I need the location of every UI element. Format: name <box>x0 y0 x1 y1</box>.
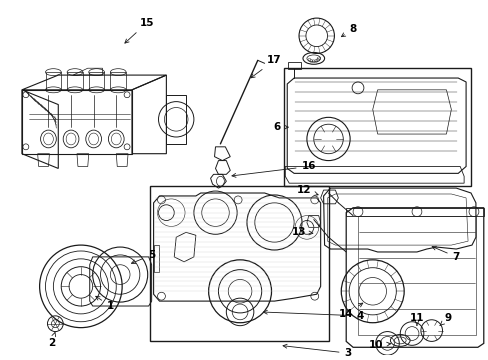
Text: 9: 9 <box>439 313 451 325</box>
Text: 7: 7 <box>431 246 459 262</box>
Text: 14: 14 <box>338 303 362 319</box>
Text: 1: 1 <box>96 296 114 311</box>
Text: 2: 2 <box>48 332 56 348</box>
Bar <box>284 68 470 186</box>
Text: 17: 17 <box>250 55 281 78</box>
Text: 6: 6 <box>273 122 288 132</box>
Text: 5: 5 <box>131 250 155 264</box>
Text: 13: 13 <box>291 227 312 237</box>
Text: 16: 16 <box>231 162 315 177</box>
Text: 8: 8 <box>341 24 356 37</box>
Text: 15: 15 <box>124 18 154 43</box>
Bar <box>149 186 328 341</box>
Text: 12: 12 <box>296 185 318 195</box>
Text: 4: 4 <box>263 310 363 321</box>
Text: 10: 10 <box>367 340 390 350</box>
Text: 11: 11 <box>409 313 424 325</box>
Text: 3: 3 <box>283 344 351 358</box>
